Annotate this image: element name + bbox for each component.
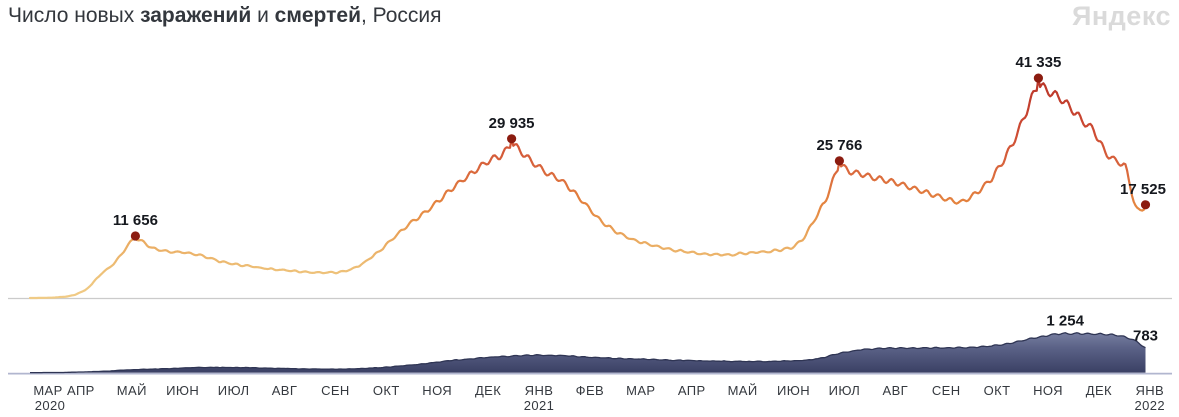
peak-value-label: 41 335 [1015,54,1061,71]
axis-month-label: ИЮЛ [218,383,250,398]
axis-month-label: МАР [33,383,62,398]
axis-month-label: ДЕК [1086,383,1112,398]
peak-dot [507,134,517,144]
axis-month-label: АВГ [883,383,909,398]
deaths-area-outline [30,332,1146,374]
axis-month-label: ОКТ [984,383,1011,398]
peak-dot [1033,73,1043,83]
title-infections-word: заражений [140,4,252,27]
peak-dot [834,156,845,166]
axis-month-label: ДЕК [475,383,501,398]
deaths-area [30,332,1146,373]
axis-month-label: ЯНВ [1135,383,1164,398]
axis-month-label: ОКТ [373,383,400,398]
peak-dot [1140,200,1151,210]
axis-month-label: ИЮН [777,383,810,398]
title-conjunction: и [251,4,275,27]
axis-month-label: СЕН [321,383,350,398]
axis-year-label: 2021 [524,398,555,413]
title-prefix: Число новых [8,4,141,27]
peak-dot [130,231,140,241]
axis-month-label: АВГ [272,383,298,398]
axis-month-label: НОЯ [422,383,452,398]
axis-month-label: АПР [678,383,706,398]
axis-month-label: ЯНВ [525,383,554,398]
peak-value-label: 29 935 [489,115,535,132]
axis-year-label: 2020 [35,398,66,413]
axis-month-label: АПР [67,383,95,398]
infections-line [28,77,1147,300]
axis-month-label: ИЮН [166,383,199,398]
peak-value-label: 11 656 [113,212,158,229]
deaths-value-label: 1 254 [1046,313,1084,330]
axis-month-label: МАР [626,383,655,398]
axis-month-label: ИЮЛ [829,383,861,398]
axis-month-label: НОЯ [1033,383,1063,398]
chart-title: Число новых заражений и смертей, Россия [8,2,442,30]
peak-value-label: 17 525 [1120,181,1166,198]
axis-month-label: СЕН [932,383,961,398]
peak-value-label: 25 766 [816,137,862,154]
yandex-logo: Яндекс [1071,1,1171,31]
deaths-value-label: 783 [1133,328,1158,345]
title-suffix: , Россия [360,4,442,27]
axis-month-label: МАЙ [117,383,147,398]
axis-month-label: МАЙ [728,383,758,398]
axis-month-label: ФЕВ [576,383,604,398]
axis-year-label: 2022 [1135,398,1166,413]
title-deaths-word: смертей [274,4,361,27]
